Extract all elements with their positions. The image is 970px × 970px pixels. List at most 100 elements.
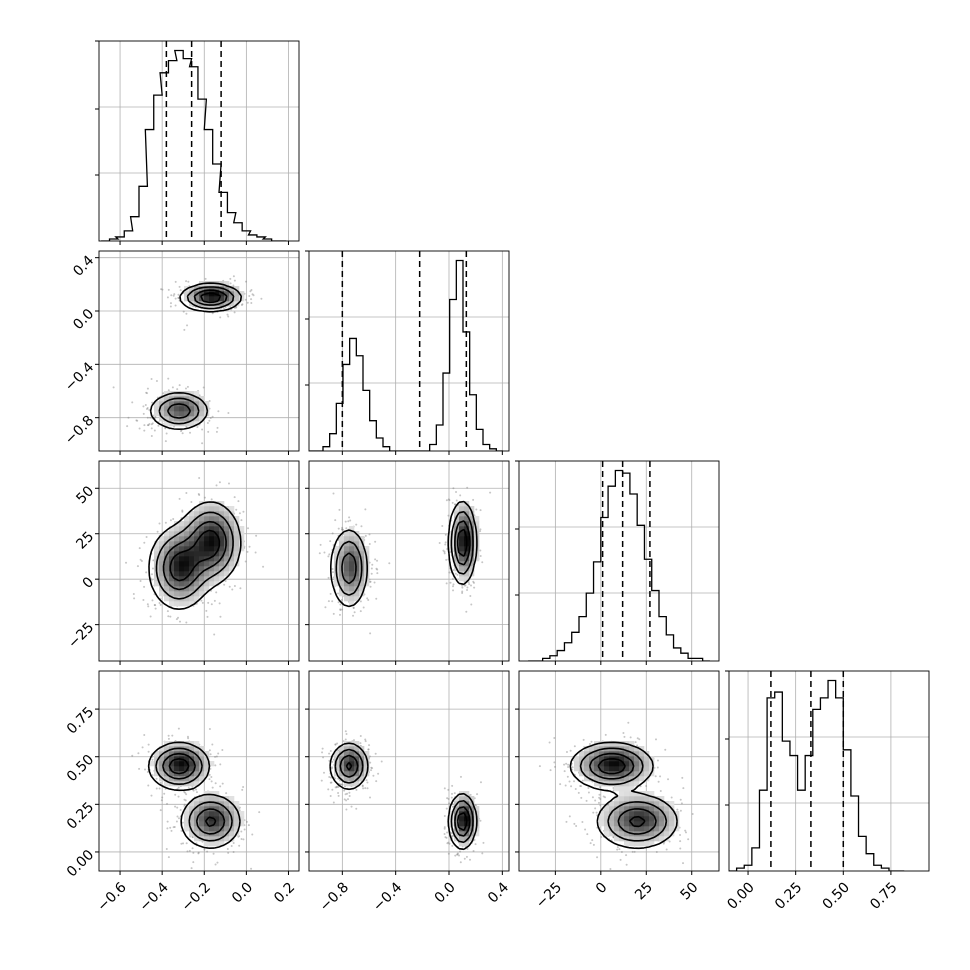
sample-point — [167, 737, 170, 740]
density-cell — [194, 566, 200, 572]
sample-point — [335, 786, 338, 789]
sample-point — [208, 778, 211, 781]
sample-point — [461, 590, 464, 593]
sample-point — [320, 779, 323, 782]
density-cell — [229, 556, 235, 562]
sample-point — [633, 850, 636, 853]
sample-point — [140, 559, 143, 562]
density-cell — [204, 541, 210, 547]
sample-point — [654, 738, 657, 741]
sample-point — [684, 831, 687, 834]
density-cell — [344, 566, 350, 572]
density-cell — [164, 751, 170, 757]
sample-point — [208, 419, 211, 422]
density-cell — [184, 296, 190, 302]
sample-point — [679, 847, 682, 850]
density-cell — [169, 406, 175, 412]
sample-point — [167, 389, 170, 392]
density-cell — [459, 801, 465, 807]
contour-line — [168, 758, 217, 827]
density-cell — [164, 551, 170, 557]
sample-point — [339, 608, 342, 611]
sample-point — [172, 517, 175, 520]
sample-point — [143, 541, 146, 544]
density-cell — [154, 576, 160, 582]
density-cell — [469, 816, 475, 822]
density-cell — [234, 811, 240, 817]
density-cell — [349, 781, 355, 787]
density-cell — [189, 526, 195, 532]
density-cell — [359, 551, 365, 557]
density-cell — [354, 741, 360, 747]
density-cell — [459, 526, 465, 532]
sample-point — [157, 424, 160, 427]
density-cell — [194, 506, 200, 512]
sample-point — [451, 501, 454, 504]
sample-point — [679, 798, 682, 801]
sample-point — [225, 792, 228, 795]
density-cell — [209, 536, 215, 542]
sample-point — [159, 809, 162, 812]
sample-point — [334, 786, 337, 789]
sample-point — [445, 807, 448, 810]
density-cell — [214, 576, 220, 582]
sample-point — [366, 597, 369, 600]
sample-point — [227, 412, 230, 415]
density-cell — [654, 831, 660, 837]
density-cell — [614, 836, 620, 842]
sample-point — [447, 514, 450, 517]
contour-line — [162, 752, 226, 835]
density-cell — [174, 541, 180, 547]
density-cell — [459, 511, 465, 517]
sample-point — [443, 550, 446, 553]
sample-point — [172, 453, 174, 455]
sample-point — [262, 565, 265, 568]
density-cell — [189, 561, 195, 567]
density-cell — [354, 591, 360, 597]
sample-point — [589, 842, 592, 845]
density-cell — [194, 826, 200, 832]
sample-point — [468, 583, 471, 586]
density-cell — [184, 576, 190, 582]
sample-point — [618, 848, 621, 851]
sample-point — [161, 288, 164, 291]
density-cell — [189, 586, 195, 592]
sample-point — [445, 499, 448, 502]
density-cell — [339, 761, 345, 767]
density-cell — [214, 791, 220, 797]
sample-point — [337, 527, 340, 530]
sample-point — [625, 863, 628, 866]
y-tick-label: 0.25 — [64, 799, 97, 832]
sample-point — [469, 858, 472, 861]
density-cell — [189, 746, 195, 752]
sample-point — [679, 809, 682, 812]
density-cell — [199, 796, 205, 802]
density-cell — [459, 831, 465, 837]
density-cell — [199, 816, 205, 822]
density-cell — [199, 411, 205, 417]
density-cell — [204, 296, 210, 302]
density-cell — [359, 586, 365, 592]
sample-point — [240, 304, 243, 307]
sample-point — [251, 833, 254, 836]
panel-0-0 — [95, 40, 300, 245]
density-cell — [469, 546, 475, 552]
sample-point — [662, 842, 665, 845]
density-cell — [459, 541, 465, 547]
density-cell — [159, 541, 165, 547]
sample-point — [167, 377, 170, 380]
density-cell — [359, 581, 365, 587]
sample-point — [353, 611, 356, 614]
density-cell — [199, 396, 205, 402]
density-cell — [209, 531, 215, 537]
sample-point — [255, 534, 258, 537]
density-cell — [214, 286, 220, 292]
density-cell — [459, 516, 465, 522]
density-cell — [164, 406, 170, 412]
sample-point — [135, 419, 138, 422]
density-cell — [154, 771, 160, 777]
density-cell — [464, 791, 470, 797]
sample-point — [237, 500, 240, 503]
density-cell — [214, 821, 220, 827]
sample-point — [466, 589, 469, 592]
